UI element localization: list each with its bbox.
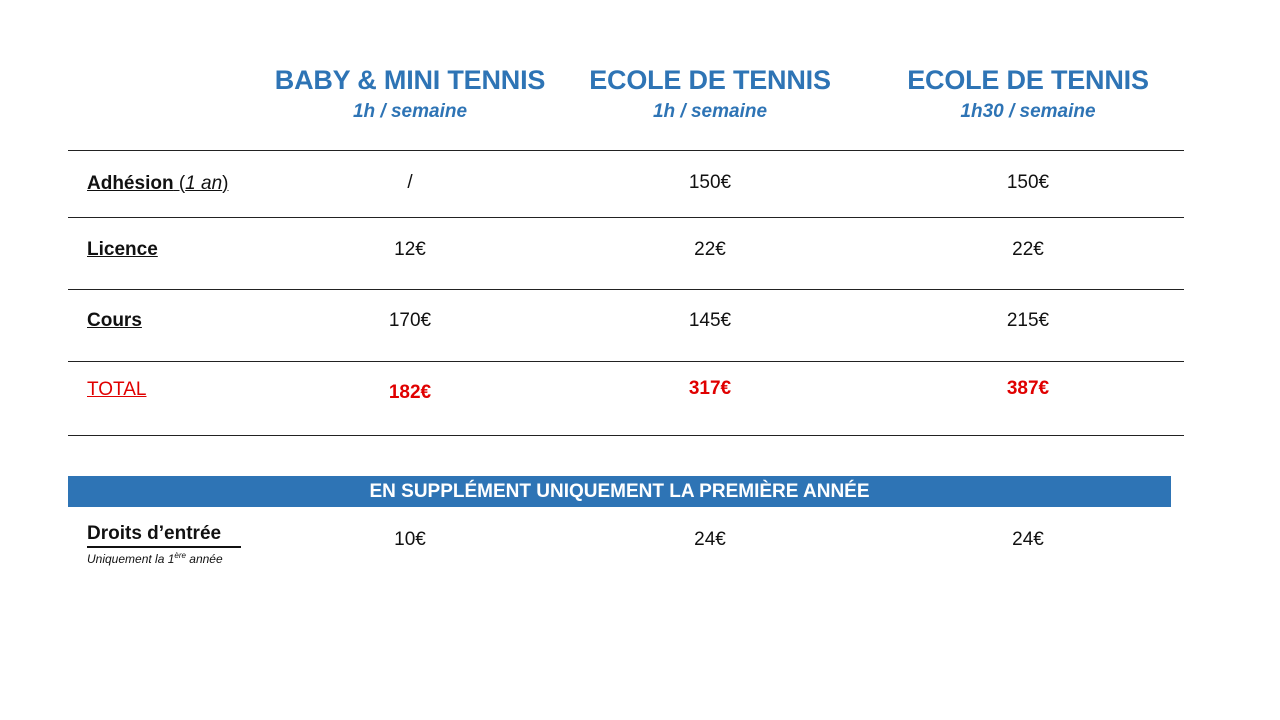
adhesion-paren-close: ) bbox=[222, 173, 229, 194]
column-header-ecole-1h30: ECOLE DE TENNIS 1h30 / semaine bbox=[878, 64, 1178, 124]
column-subtitle: 1h30 / semaine bbox=[960, 101, 1096, 122]
table-rule-bottom bbox=[68, 435, 1184, 436]
droits-entree-underline bbox=[87, 546, 241, 548]
droits-value-ecole-1h30: 24€ bbox=[1012, 529, 1044, 550]
adhesion-paren-open: ( bbox=[173, 173, 186, 194]
total-value-ecole-1h30: 387€ bbox=[1006, 378, 1050, 399]
cours-value-ecole-1h30: 215€ bbox=[1006, 310, 1050, 331]
table-rule bbox=[68, 217, 1184, 218]
supplement-banner: EN SUPPLÉMENT UNIQUEMENT LA PREMIÈRE ANN… bbox=[68, 476, 1171, 507]
row-label-cours: Cours bbox=[87, 310, 142, 331]
column-subtitle: 1h / semaine bbox=[652, 101, 768, 122]
column-header-ecole-1h: ECOLE DE TENNIS 1h / semaine bbox=[560, 64, 860, 124]
note-prefix: Uniquement la 1 bbox=[87, 552, 175, 566]
droits-value-baby: 10€ bbox=[394, 529, 426, 550]
licence-value-ecole-1h: 22€ bbox=[694, 239, 726, 260]
row-label-adhesion: Adhésion (1 an) bbox=[87, 173, 228, 195]
note-superscript: ère bbox=[174, 551, 186, 560]
note-suffix: année bbox=[185, 552, 223, 566]
adhesion-value-ecole-1h30: 150€ bbox=[1006, 172, 1050, 193]
licence-value-baby: 12€ bbox=[394, 239, 426, 260]
licence-value-ecole-1h30: 22€ bbox=[1012, 239, 1044, 260]
column-header-baby-mini: BABY & MINI TENNIS 1h / semaine bbox=[260, 64, 560, 124]
column-title: BABY & MINI TENNIS bbox=[274, 65, 546, 95]
adhesion-label: Adhésion bbox=[87, 173, 174, 194]
adhesion-value-baby: / bbox=[407, 172, 413, 193]
adhesion-duration: 1 an bbox=[185, 173, 223, 194]
table-rule-top bbox=[68, 150, 1184, 151]
row-label-licence: Licence bbox=[87, 239, 158, 260]
droits-entree-note: Uniquement la 1ère année bbox=[87, 551, 223, 566]
column-subtitle: 1h / semaine bbox=[352, 101, 468, 122]
table-rule bbox=[68, 289, 1184, 290]
column-title: ECOLE DE TENNIS bbox=[907, 65, 1149, 95]
row-label-droits-entree: Droits d’entrée bbox=[87, 523, 222, 544]
table-rule bbox=[68, 361, 1184, 362]
row-label-total: TOTAL bbox=[87, 379, 147, 400]
cours-value-ecole-1h: 145€ bbox=[688, 310, 732, 331]
total-value-baby: 182€ bbox=[388, 382, 432, 403]
column-title: ECOLE DE TENNIS bbox=[589, 65, 831, 95]
adhesion-value-ecole-1h: 150€ bbox=[688, 172, 732, 193]
droits-value-ecole-1h: 24€ bbox=[694, 529, 726, 550]
total-value-ecole-1h: 317€ bbox=[688, 378, 732, 399]
cours-value-baby: 170€ bbox=[388, 310, 432, 331]
